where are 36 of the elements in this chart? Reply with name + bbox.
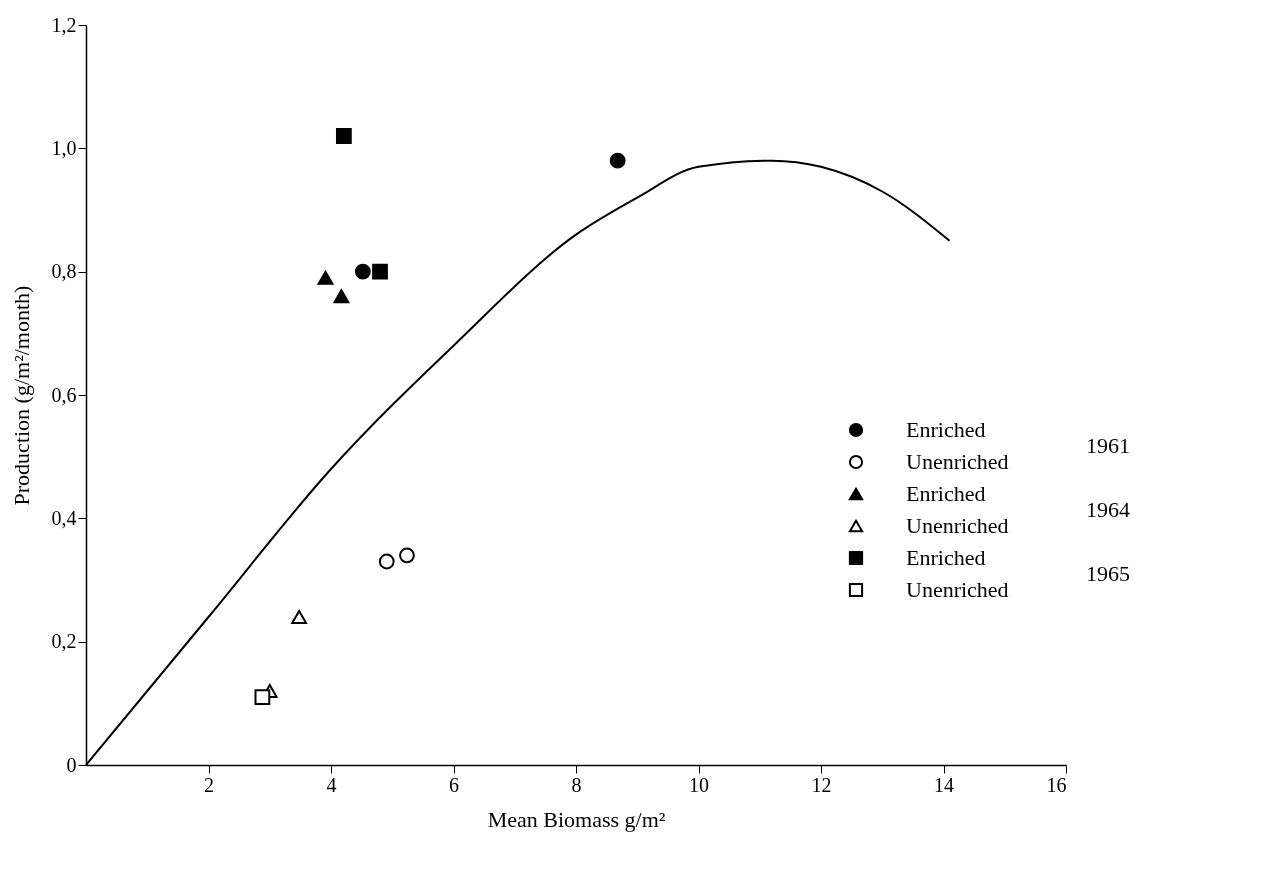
legend-label: Enriched <box>906 481 986 506</box>
point <box>317 270 334 285</box>
point <box>354 263 371 280</box>
x-tick-label: 8 <box>571 773 582 796</box>
y-axis-title: Production (g/m²/month) <box>8 285 34 506</box>
text: 1961 <box>1086 433 1130 458</box>
legend-label: Unenriched <box>906 449 1009 474</box>
point <box>609 152 626 169</box>
x-tick-label: 2 <box>204 773 214 796</box>
y-tick-label: 0,8 <box>51 260 77 283</box>
point <box>372 263 388 280</box>
x-tick-label: 10 <box>689 773 709 796</box>
point <box>378 553 395 570</box>
legend-label: Enriched <box>906 417 986 442</box>
point <box>335 128 352 144</box>
x-tick-label: 6 <box>449 773 459 796</box>
y-tick-label: 0,2 <box>51 630 77 653</box>
y-tick-label: 0 <box>66 753 77 776</box>
legend-label: Unenriched <box>906 513 1009 538</box>
point <box>399 547 415 564</box>
point <box>254 689 271 706</box>
y-tick-label: 0,6 <box>51 383 77 406</box>
text: 1965 <box>1086 561 1130 586</box>
text: 1964 <box>1086 497 1130 522</box>
y-tick-label: 0,4 <box>51 506 77 529</box>
x-tick-label: 4 <box>326 773 337 796</box>
x-tick-label: 12 <box>811 773 832 796</box>
x-tick-label: 14 <box>934 773 954 796</box>
y-tick-label: 1,2 <box>51 13 77 36</box>
x-axis-title: Mean Biomass g/m² <box>487 806 666 832</box>
legend-label: Enriched <box>906 545 986 570</box>
point <box>291 610 308 624</box>
x-tick-label: 16 <box>1046 773 1067 796</box>
legend-label: Unenriched <box>906 577 1009 602</box>
y-tick-label: 1,0 <box>51 136 77 159</box>
point <box>333 289 350 304</box>
